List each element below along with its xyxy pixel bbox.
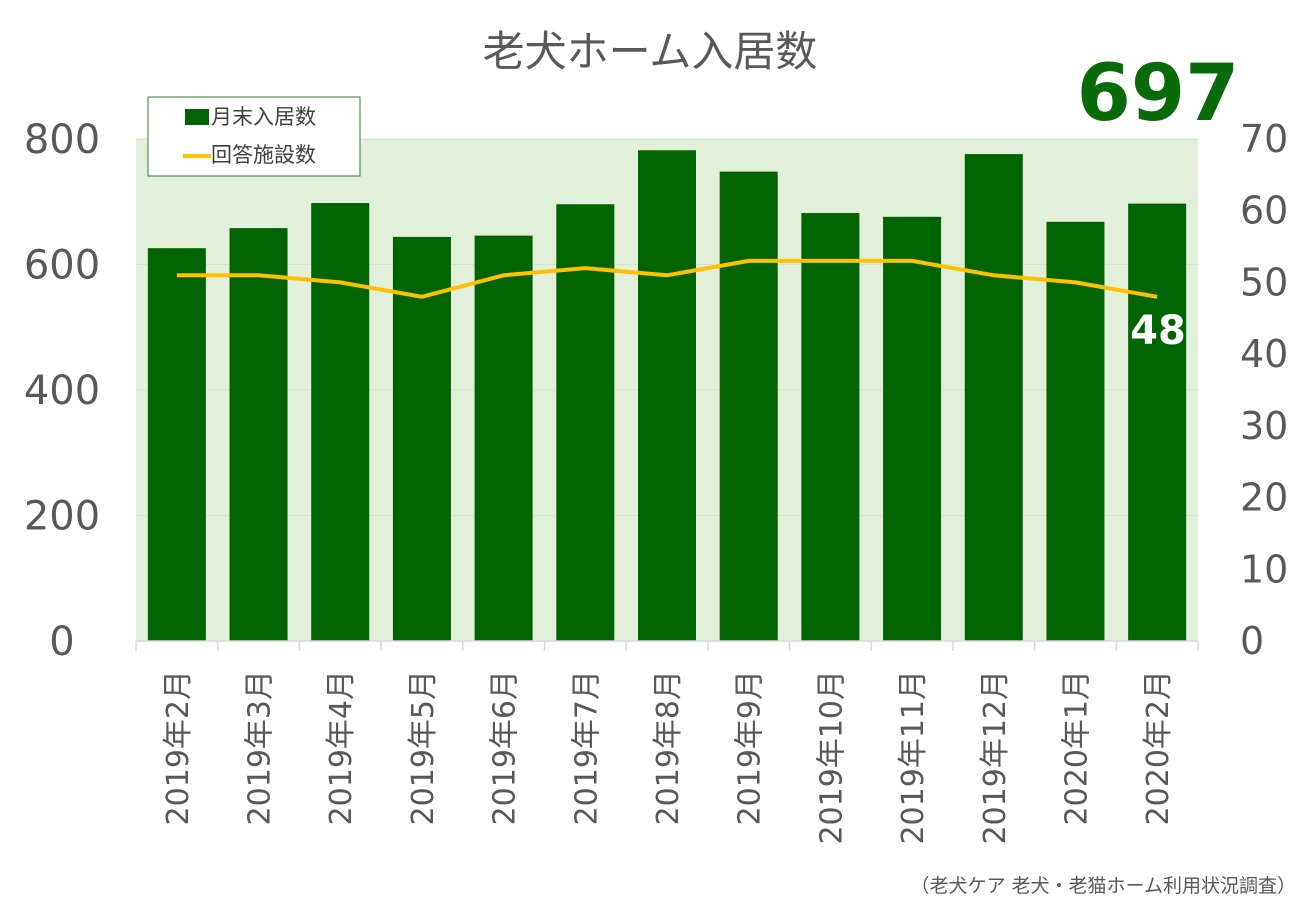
highlight-bar-value: 697: [1077, 49, 1240, 139]
y-axis-right-ticks: 0 10 20 30 40 50 60 70: [1240, 117, 1288, 663]
y-left-tick-label: 0: [49, 619, 74, 665]
bar-2020年2月: [1128, 203, 1187, 641]
bar-2019年3月: [229, 228, 288, 642]
bar-2019年5月: [392, 236, 451, 641]
legend-box: [147, 96, 361, 177]
line-end-label: 48: [1130, 308, 1186, 354]
y-left-tick-label: 600: [24, 243, 100, 289]
bar-2019年11月: [883, 216, 942, 641]
y-right-tick-label: 60: [1240, 189, 1288, 233]
bar-2019年6月: [474, 235, 533, 641]
x-tick-label: 2020年2月: [1141, 670, 1176, 825]
legend: 月末入居数 回答施設数: [147, 96, 361, 177]
legend-bar-swatch: [185, 109, 209, 125]
y-left-tick-label: 800: [24, 117, 100, 163]
x-tick-label: 2019年4月: [324, 670, 359, 825]
y-right-tick-label: 50: [1240, 260, 1288, 304]
y-left-tick-label: 200: [24, 494, 100, 540]
x-axis-labels: 2019年2月 2019年3月 2019年4月 2019年5月 2019年6月 2019年…: [161, 670, 1176, 845]
y-right-tick-label: 20: [1240, 476, 1288, 520]
bar-2019年8月: [638, 150, 696, 642]
legend-bar-label: 月末入居数: [211, 105, 316, 129]
bar-2019年9月: [719, 171, 778, 641]
chart-title: 老犬ホーム入居数: [483, 27, 818, 76]
bar-2019年4月: [311, 203, 370, 641]
x-tick-label: 2019年10月: [814, 670, 849, 845]
bar-2019年10月: [801, 213, 860, 642]
x-tick-label: 2019年6月: [488, 670, 523, 825]
y-left-tick-label: 400: [24, 368, 100, 414]
line-series: [176, 258, 1158, 299]
y-axis-left-ticks: 0 200 400 600 800: [24, 117, 100, 665]
bar-2019年2月: [147, 248, 206, 641]
x-tick-label: 2020年1月: [1060, 670, 1095, 825]
y-right-tick-label: 70: [1240, 117, 1288, 161]
y-right-tick-label: 30: [1240, 404, 1288, 448]
x-tick-label: 2019年9月: [733, 670, 768, 825]
y-right-tick-label: 0: [1240, 619, 1264, 663]
bar-series: [147, 150, 1187, 642]
x-tick-label: 2019年12月: [978, 670, 1013, 845]
x-tick-label: 2019年7月: [569, 670, 604, 825]
source-note: （老犬ケア 老犬・老猫ホーム利用状況調査）: [911, 875, 1296, 897]
y-right-tick-label: 40: [1240, 332, 1288, 376]
x-tick-label: 2019年11月: [896, 670, 931, 845]
bar-2019年12月: [964, 154, 1023, 641]
x-tick-label: 2019年8月: [651, 670, 686, 825]
y-right-tick-label: 10: [1240, 547, 1288, 591]
legend-line-label: 回答施設数: [211, 143, 316, 167]
x-tick-label: 2019年2月: [161, 670, 196, 825]
bar-2020年1月: [1046, 221, 1105, 641]
bar-2019年7月: [556, 204, 615, 641]
x-tick-label: 2019年3月: [243, 670, 278, 825]
x-tick-label: 2019年5月: [406, 670, 441, 825]
x-axis-ticks: [135, 641, 1199, 651]
